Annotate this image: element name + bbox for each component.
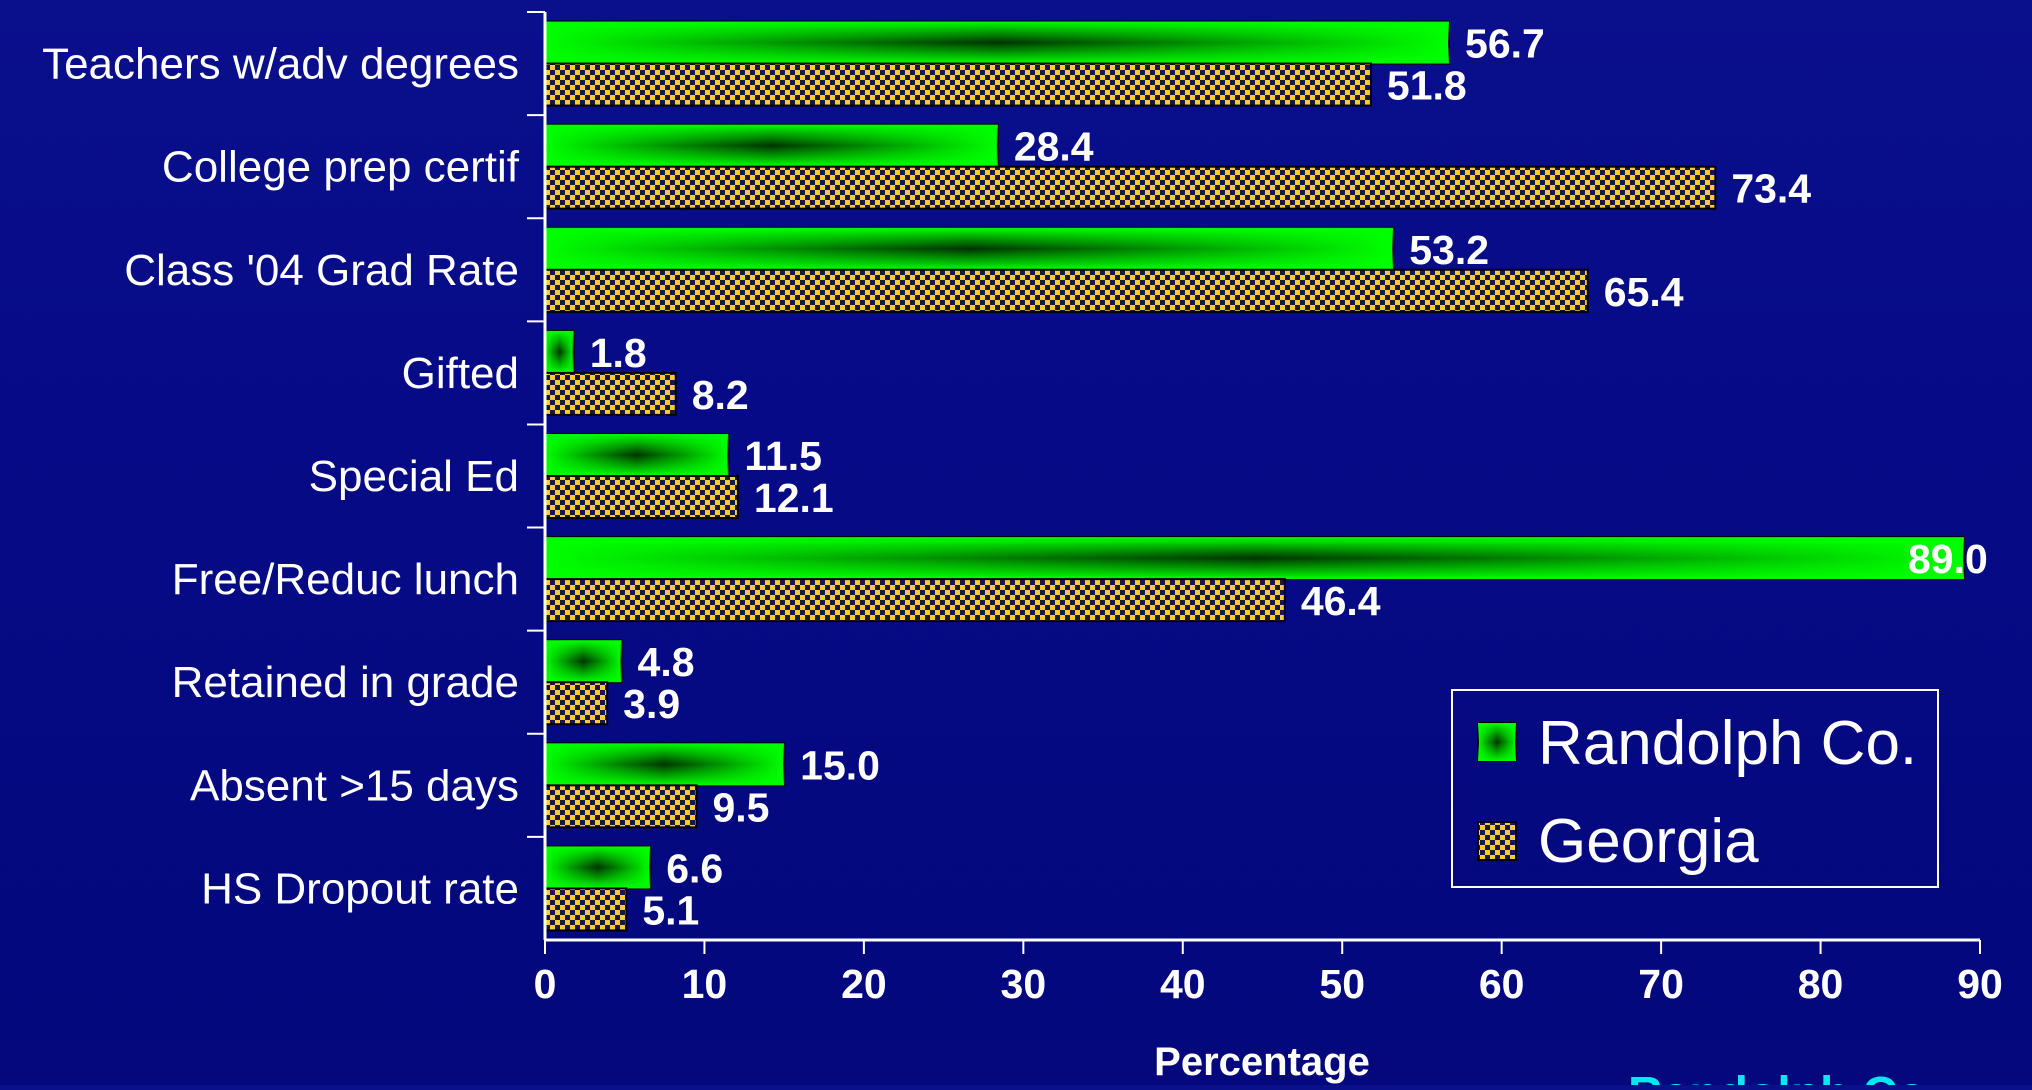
bar-georgia-special-ed (544, 475, 739, 519)
bar-randolph-shade-absent-15-days (545, 743, 785, 786)
value-label-georgia-gifted: 8.2 (692, 372, 749, 418)
value-label-georgia-hs-dropout-rate: 5.1 (642, 887, 699, 933)
bar-randolph-shade-gifted (545, 330, 574, 373)
value-label-randolph-special-ed: 11.5 (744, 433, 822, 479)
bar-randolph-shade-teachers-w-adv-degrees (545, 21, 1450, 64)
bar-georgia-college-prep-certif (544, 165, 1717, 210)
x-tick-label-50: 50 (1319, 961, 1365, 1007)
legend-box (1451, 689, 1939, 888)
bar-randolph-shade-retained-in-grade (545, 640, 622, 683)
legend-label-randolph: Randolph Co. (1538, 709, 1917, 778)
x-tick-label-40: 40 (1160, 961, 1206, 1007)
category-label-absent-15-days: Absent >15 days (190, 761, 519, 810)
bar-randolph-shade-special-ed (545, 434, 729, 476)
value-label-randolph-absent-15-days: 15.0 (800, 742, 880, 788)
x-tick-label-80: 80 (1798, 961, 1844, 1007)
bar-georgia-absent-15-days (544, 784, 698, 829)
category-label-class-04-grad-rate: Class '04 Grad Rate (124, 246, 519, 295)
x-tick-label-30: 30 (1001, 961, 1047, 1007)
value-label-randolph-college-prep-certif: 28.4 (1014, 124, 1094, 170)
value-label-georgia-college-prep-certif: 73.4 (1731, 166, 1811, 212)
legend: Randolph Co. Georgia (1451, 689, 1939, 888)
footer-text: Randolph Co (1628, 1068, 1927, 1085)
category-label-retained-in-grade: Retained in grade (172, 658, 519, 707)
value-label-randolph-hs-dropout-rate: 6.6 (666, 845, 723, 891)
bar-randolph-shade-college-prep-certif (545, 124, 998, 167)
legend-swatch-randolph-overlay (1478, 723, 1516, 761)
value-label-georgia-retained-in-grade: 3.9 (623, 681, 680, 727)
x-tick-label-60: 60 (1479, 961, 1525, 1007)
category-label-gifted: Gifted (402, 349, 519, 398)
value-label-georgia-class-04-grad-rate: 65.4 (1604, 269, 1684, 315)
category-label-free-reduc-lunch: Free/Reduc lunch (172, 555, 519, 604)
value-label-randolph-retained-in-grade: 4.8 (638, 639, 695, 685)
category-label-special-ed: Special Ed (309, 452, 519, 501)
category-label-college-prep-certif: College prep certif (162, 143, 520, 192)
x-tick-label-70: 70 (1638, 961, 1684, 1007)
bar-georgia-teachers-w-adv-degrees (544, 62, 1372, 107)
x-tick-label-0: 0 (534, 961, 557, 1007)
x-tick-label-90: 90 (1957, 961, 2003, 1007)
bar-georgia-retained-in-grade (544, 681, 609, 726)
legend-swatch-georgia (1477, 821, 1517, 861)
bar-randolph-shade-hs-dropout-rate (545, 846, 651, 889)
category-label-hs-dropout-rate: HS Dropout rate (201, 864, 519, 913)
x-tick-label-10: 10 (682, 961, 728, 1007)
value-label-georgia-special-ed: 12.1 (754, 475, 834, 521)
value-label-georgia-teachers-w-adv-degrees: 51.8 (1387, 63, 1467, 109)
legend-label-georgia: Georgia (1538, 807, 1759, 876)
value-label-randolph-teachers-w-adv-degrees: 56.7 (1465, 21, 1545, 67)
bar-georgia-class-04-grad-rate (544, 268, 1589, 313)
value-label-georgia-free-reduc-lunch: 46.4 (1301, 578, 1381, 624)
value-label-randolph-gifted: 1.8 (590, 330, 647, 376)
value-label-georgia-absent-15-days: 9.5 (712, 784, 769, 830)
category-label-teachers-w-adv-degrees: Teachers w/adv degrees (42, 40, 519, 89)
x-axis-title: Percentage (1154, 1040, 1370, 1084)
bar-georgia-hs-dropout-rate (544, 887, 628, 932)
bar-georgia-gifted (544, 371, 677, 416)
bar-randolph-shade-class-04-grad-rate (545, 227, 1394, 270)
value-label-randolph-free-reduc-lunch: 89.0 (1908, 536, 1988, 582)
bar-georgia-free-reduc-lunch (544, 578, 1286, 623)
value-label-randolph-class-04-grad-rate: 53.2 (1409, 227, 1489, 273)
x-tick-label-20: 20 (841, 961, 887, 1007)
bar-randolph-shade-free-reduc-lunch (545, 537, 1965, 580)
